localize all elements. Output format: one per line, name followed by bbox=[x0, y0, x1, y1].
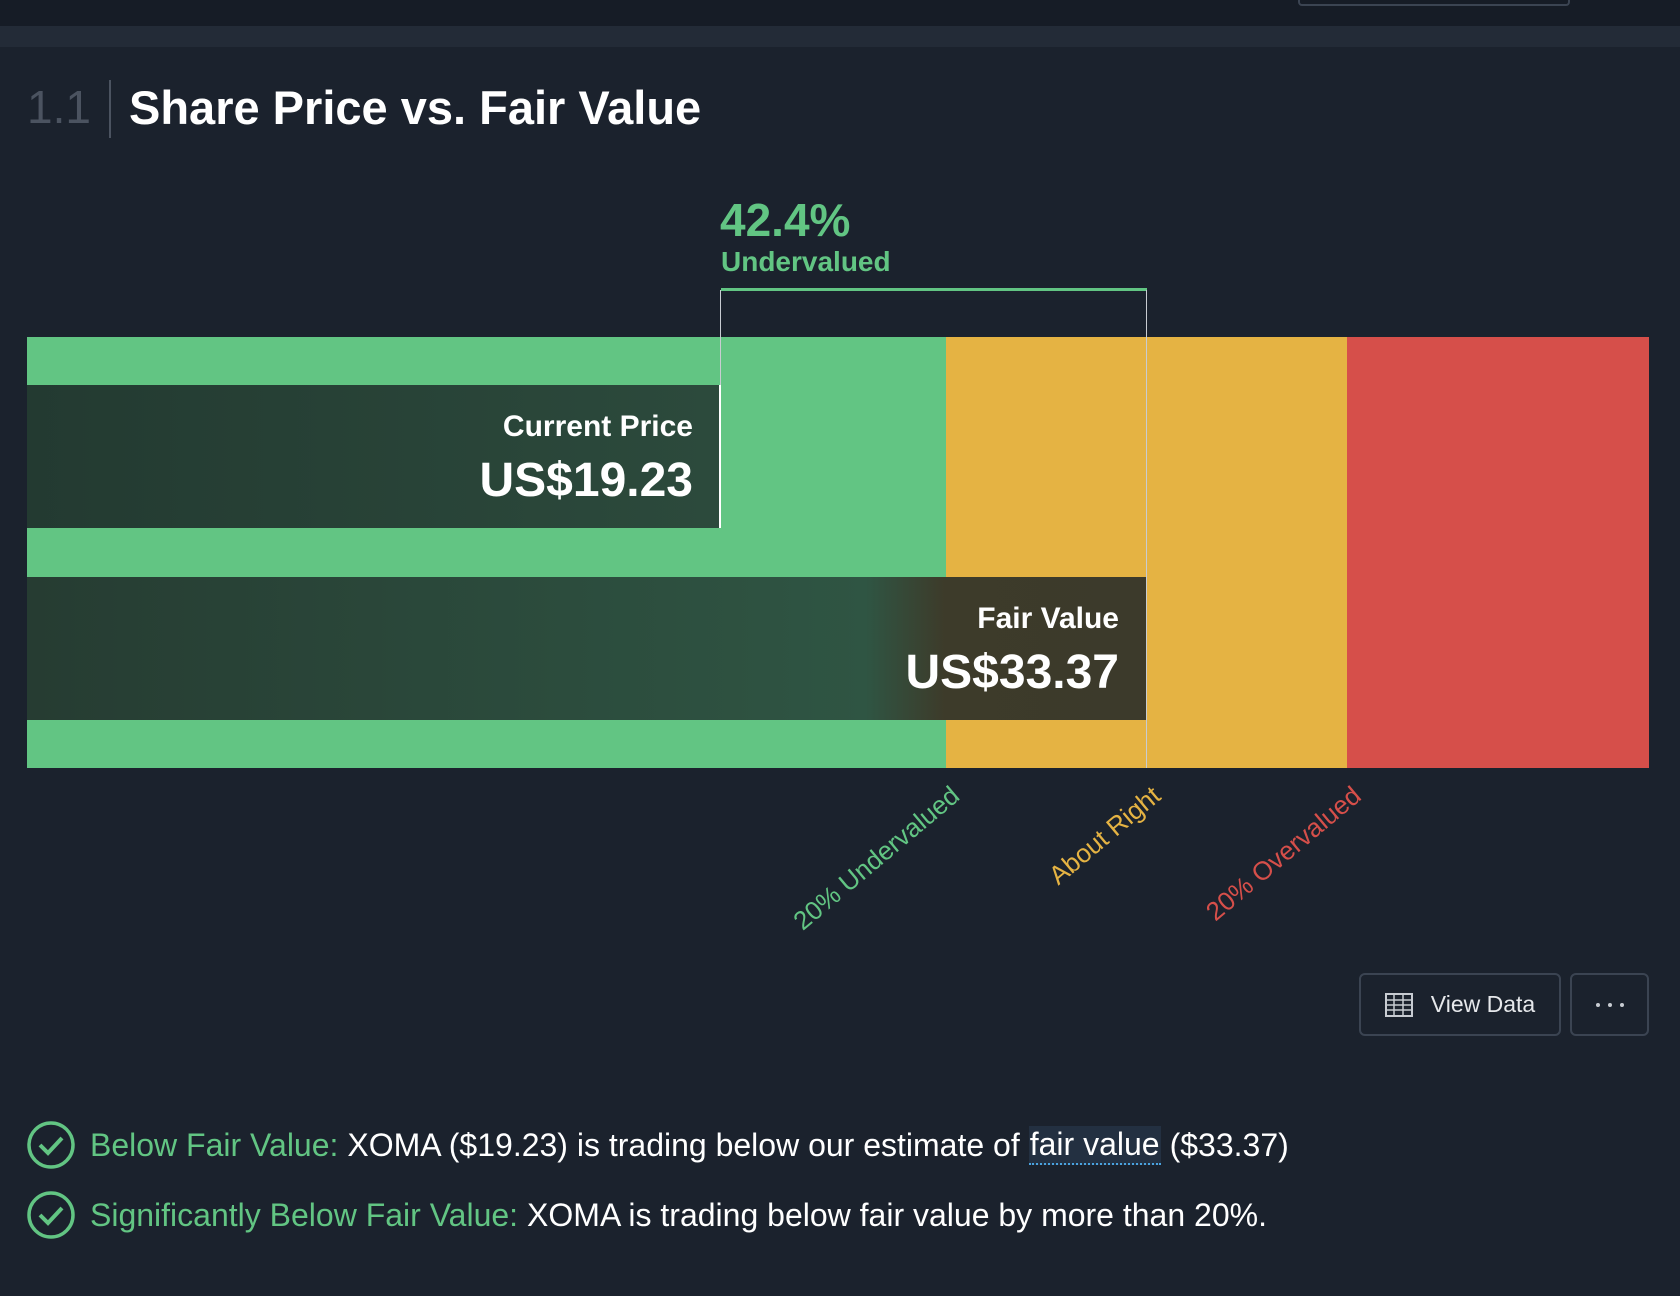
current-price-label: Current Price bbox=[502, 410, 693, 443]
zone-label: About Right bbox=[1042, 780, 1167, 891]
check-icon bbox=[27, 1121, 75, 1169]
view-data-button[interactable]: View Data bbox=[1359, 973, 1561, 1036]
check-item: Below Fair Value: XOMA ($19.23) is tradi… bbox=[26, 1120, 1289, 1170]
bracket bbox=[721, 288, 1147, 291]
table-icon bbox=[1384, 992, 1413, 1017]
divider bbox=[109, 80, 111, 138]
button-label: View Data bbox=[1430, 991, 1536, 1017]
check-icon bbox=[27, 1191, 75, 1239]
check-text: XOMA ($19.23) is trading below our estim… bbox=[347, 1126, 1020, 1163]
check-text: XOMA is trading below fair value by more… bbox=[527, 1196, 1267, 1233]
check-item: Significantly Below Fair Value: XOMA is … bbox=[26, 1190, 1267, 1240]
fair-value-label: Fair Value bbox=[977, 602, 1119, 635]
current-price-value: US$19.23 bbox=[479, 454, 694, 507]
link[interactable]: fair value bbox=[1028, 1125, 1161, 1165]
difference: 42.4% bbox=[720, 194, 851, 246]
zone-overvalued bbox=[1347, 337, 1649, 768]
check-text: ($33.37) bbox=[1169, 1126, 1289, 1163]
difference-label: Undervalued bbox=[721, 246, 891, 277]
current-price-bar bbox=[27, 385, 721, 528]
section-number: 1.1 bbox=[27, 81, 91, 133]
fair-value-bar bbox=[27, 577, 1146, 720]
section-title: Share Price vs. Fair Value bbox=[129, 81, 702, 134]
bracket-line bbox=[1146, 290, 1147, 768]
strip bbox=[0, 26, 1680, 47]
zone-label: 20% Undervalued bbox=[787, 780, 966, 936]
top-input[interactable] bbox=[1298, 0, 1570, 6]
check-label: Significantly Below Fair Value: bbox=[90, 1196, 519, 1233]
more-button[interactable] bbox=[1570, 973, 1649, 1036]
zone-label: 20% Overvalued bbox=[1199, 780, 1367, 927]
check-label: Below Fair Value: bbox=[90, 1126, 339, 1163]
dots-icon bbox=[1595, 1002, 1624, 1007]
fair-value-value: US$33.37 bbox=[905, 646, 1120, 699]
